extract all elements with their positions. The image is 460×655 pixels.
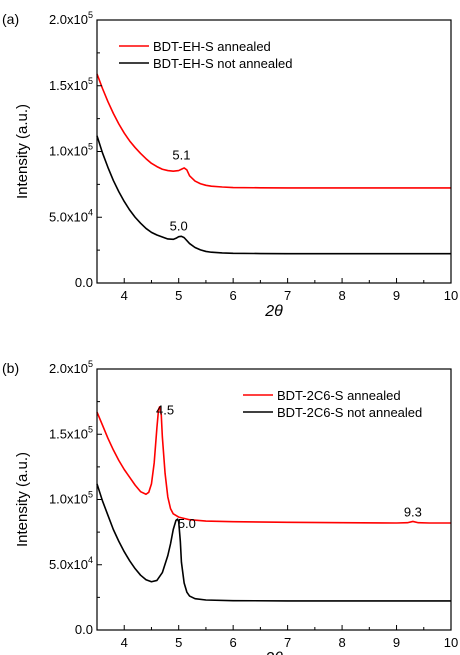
- x-tick-label: 10: [444, 635, 458, 650]
- x-tick-label: 10: [444, 288, 458, 303]
- peak-annotation: 9.3: [404, 504, 422, 519]
- series-line-annealed: [96, 406, 451, 524]
- x-tick-label: 7: [284, 635, 291, 650]
- legend-entry: BDT-2C6-S not annealed: [277, 405, 422, 420]
- x-tick-label: 6: [230, 288, 237, 303]
- y-tick-label: 1.5x105: [49, 424, 93, 441]
- y-tick-label: 2.0x105: [49, 359, 93, 376]
- x-tick-label: 4: [121, 635, 128, 650]
- y-tick-label: 1.0x105: [49, 490, 93, 507]
- legend-entry: BDT-EH-S not annealed: [153, 56, 292, 71]
- x-tick-label: 9: [393, 635, 400, 650]
- y-tick-label: 1.5x105: [49, 76, 93, 93]
- x-tick-label: 6: [230, 635, 237, 650]
- legend-entry: BDT-2C6-S annealed: [277, 388, 401, 403]
- peak-annotation: 5.1: [172, 147, 190, 162]
- x-tick-label: 7: [284, 288, 291, 303]
- series-line-not-annealed: [96, 483, 451, 602]
- legend-entry: BDT-EH-S annealed: [153, 39, 271, 54]
- x-axis-title: 2θ: [264, 303, 283, 320]
- y-tick-label: 0.0: [75, 622, 93, 637]
- series-line-annealed: [96, 73, 451, 189]
- x-tick-label: 5: [175, 635, 182, 650]
- x-tick-label: 9: [393, 288, 400, 303]
- x-tick-label: 4: [121, 288, 128, 303]
- y-tick-label: 1.0x105: [49, 142, 93, 159]
- x-tick-label: 8: [338, 635, 345, 650]
- y-tick-label: 5.0x104: [49, 555, 93, 572]
- peak-annotation: 4.5: [156, 403, 174, 418]
- chart-panel-b: (b) 4 5 6 7 8 9 10 0.0 5.0x104 1.0x105 1.5x105 2.0x1…: [2, 359, 458, 655]
- series-line-not-annealed: [96, 135, 451, 255]
- y-tick-label: 2.0x105: [49, 10, 93, 27]
- y-tick-label: 0.0: [75, 275, 93, 290]
- y-axis-title: Intensity (a.u.): [14, 104, 31, 199]
- panel-label: (a): [2, 11, 19, 27]
- chart-panel-a: (a) 4 5 6 7 8 9 10 0.0 5.0x104 1.0x105 1.5x105 2.0x1…: [2, 10, 458, 320]
- panel-label: (b): [2, 360, 19, 376]
- y-tick-label: 5.0x104: [49, 207, 93, 224]
- y-axis-title: Intensity (a.u.): [14, 452, 31, 547]
- peak-annotation: 5.0: [170, 218, 188, 233]
- x-axis-title: 2θ: [264, 650, 283, 655]
- peak-annotation: 5.0: [178, 516, 196, 531]
- x-tick-label: 5: [175, 288, 182, 303]
- x-tick-label: 8: [338, 288, 345, 303]
